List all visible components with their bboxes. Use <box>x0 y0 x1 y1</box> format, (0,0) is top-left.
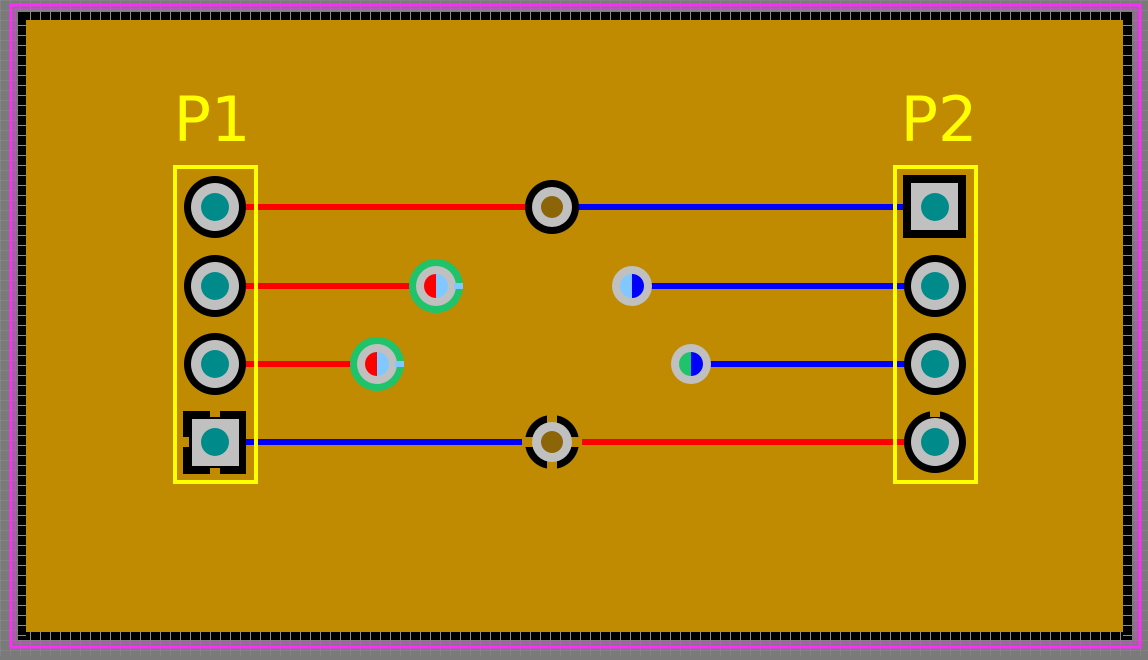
p2-silkscreen-outline <box>893 165 978 484</box>
via-row-4[interactable] <box>522 412 582 472</box>
p1-pad-1[interactable] <box>181 409 246 476</box>
traces <box>215 204 935 445</box>
board-edge-ticks <box>18 12 1132 640</box>
component-p2[interactable]: P2 <box>893 83 978 484</box>
p1-pad-2[interactable] <box>184 333 246 395</box>
p2-designator: P2 <box>901 83 978 156</box>
p1-silkscreen-outline <box>173 165 258 484</box>
p1-pad-3[interactable] <box>184 255 246 317</box>
keepout-outline <box>9 3 1142 649</box>
p1-designator: P1 <box>174 83 251 156</box>
component-p1[interactable]: P1 <box>173 83 258 484</box>
p2-pad-2[interactable] <box>904 255 966 317</box>
half-via-bottom-row-2[interactable] <box>612 266 652 306</box>
half-via-bottom-row-3[interactable] <box>671 344 711 384</box>
half-via-top-row-2[interactable] <box>409 259 463 313</box>
via-row-1[interactable] <box>525 180 579 234</box>
keepout-outline-inner <box>14 8 1137 644</box>
p2-pad-1[interactable] <box>903 175 966 238</box>
copper-pour[interactable] <box>26 20 1123 632</box>
p1-pad-4[interactable] <box>184 176 246 238</box>
half-via-top-row-3[interactable] <box>350 337 404 391</box>
p2-pad-3[interactable] <box>904 333 966 395</box>
p2-pad-4[interactable] <box>904 409 966 473</box>
